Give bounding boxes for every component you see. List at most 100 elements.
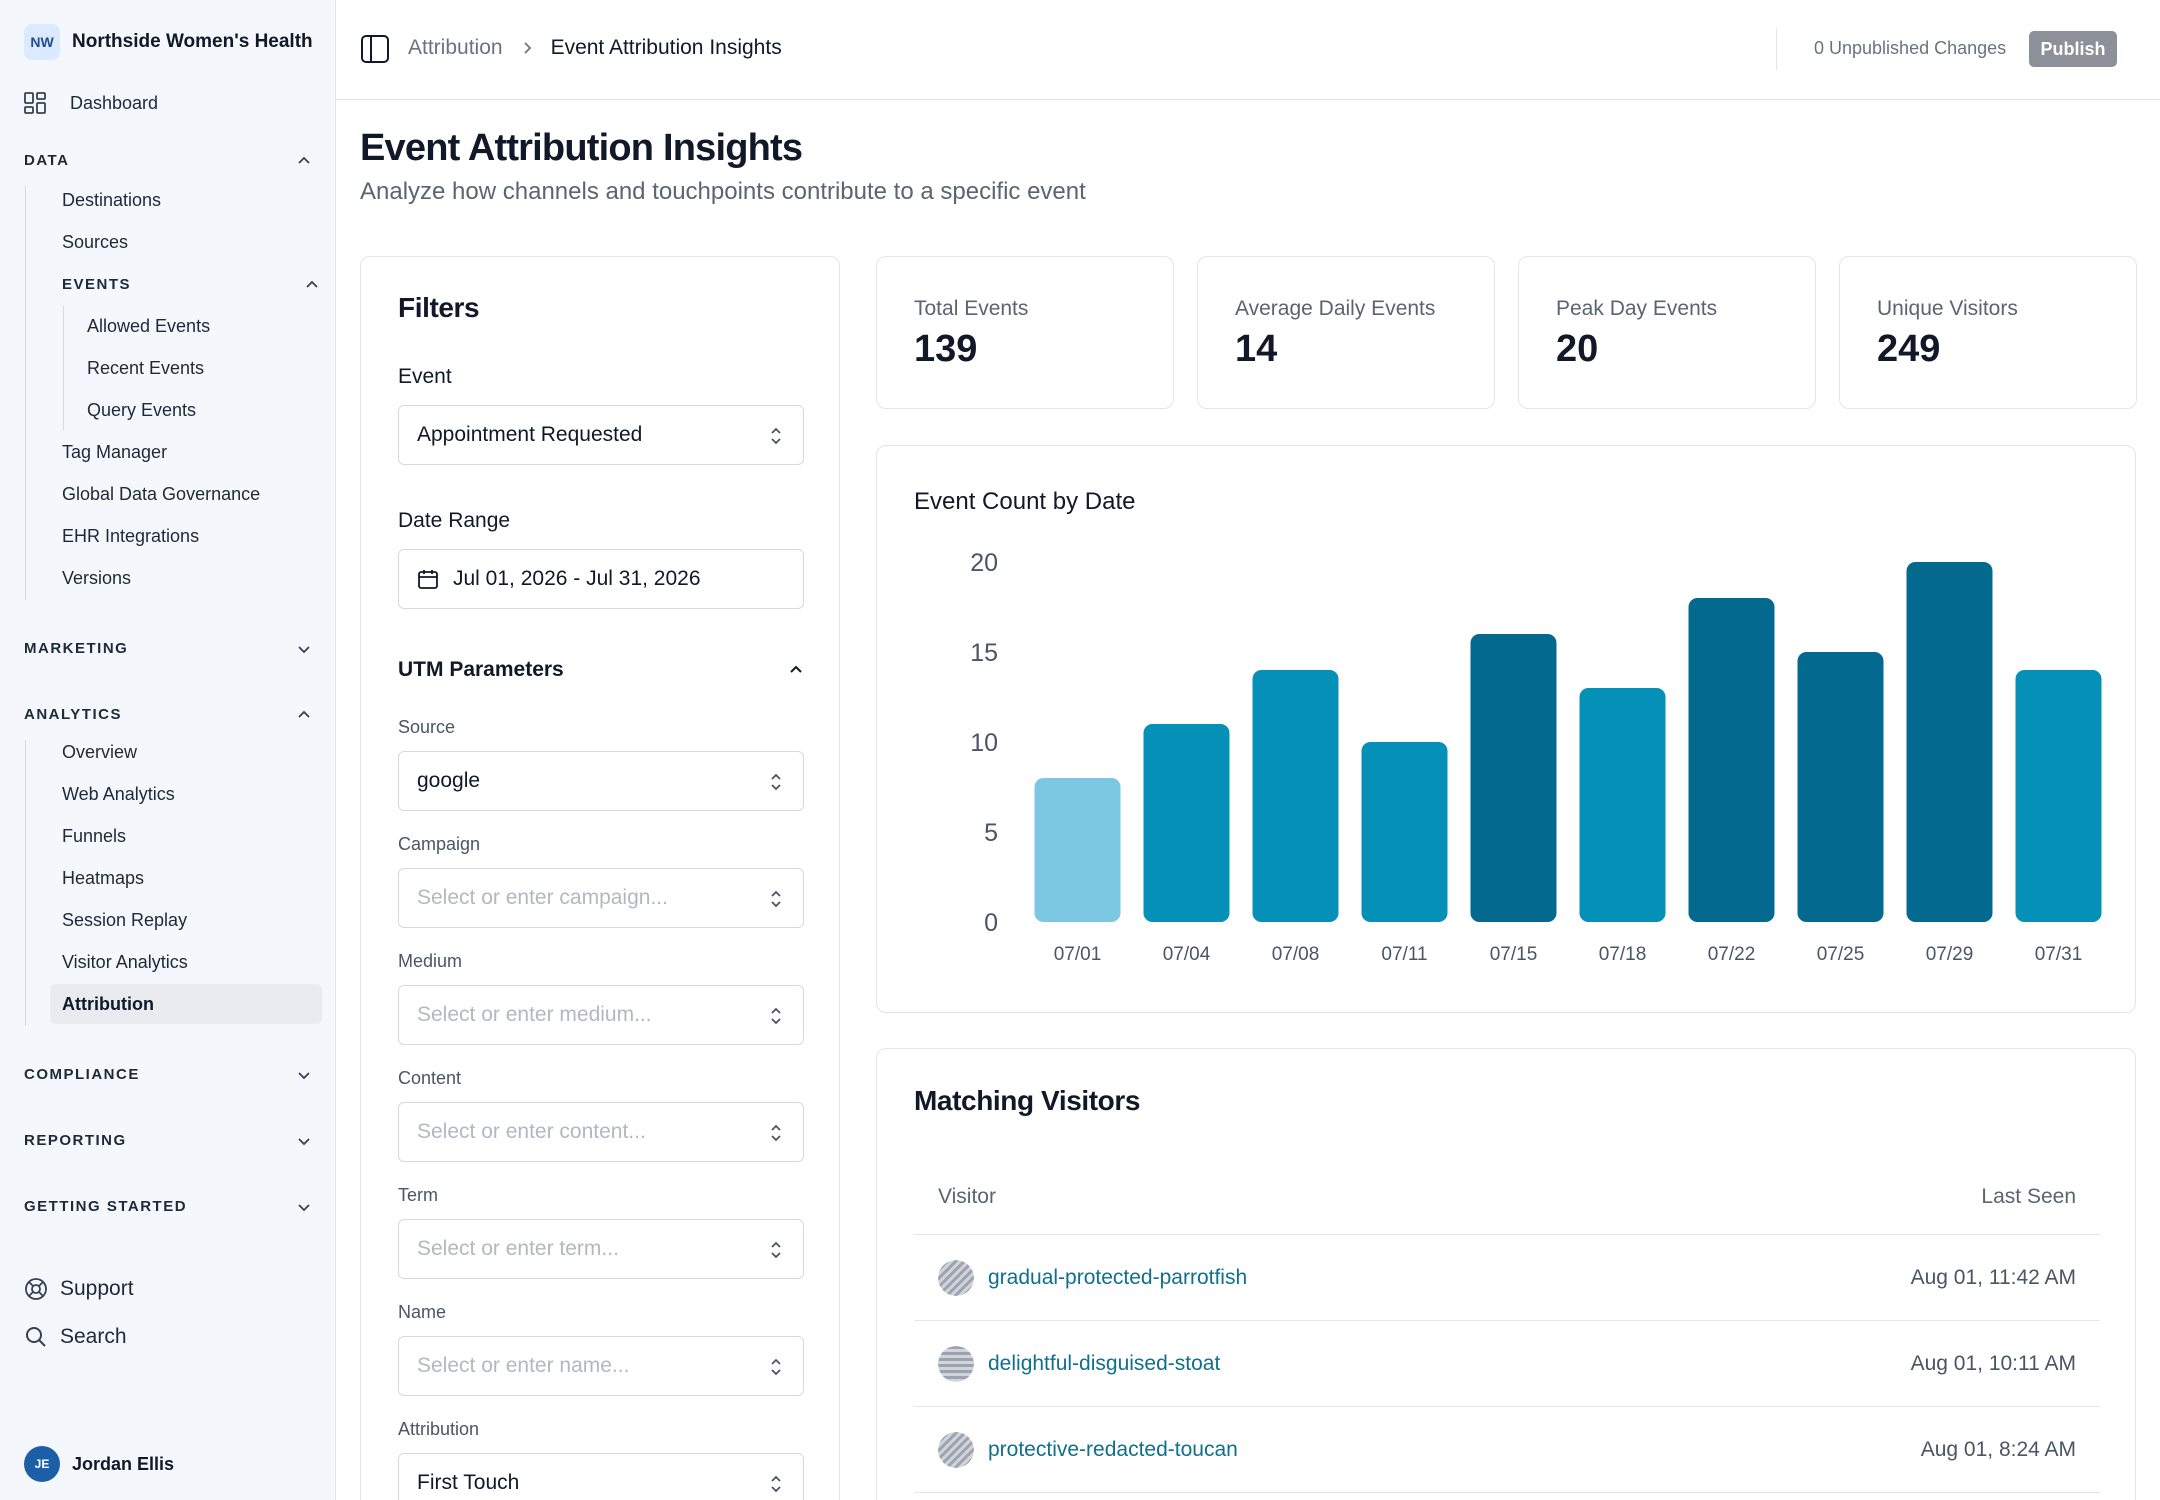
- chevron-updown-icon: [771, 773, 781, 791]
- chevron-up-icon: [298, 156, 310, 164]
- y-tick-label: 5: [984, 819, 998, 847]
- sidebar-toggle-icon[interactable]: [360, 34, 390, 64]
- bar-07-18[interactable]: [1579, 688, 1666, 922]
- event-select[interactable]: Appointment Requested: [398, 405, 804, 465]
- date-range-picker[interactable]: Jul 01, 2026 - Jul 31, 2026: [398, 549, 804, 609]
- y-tick-label: 15: [970, 639, 998, 667]
- medium-select[interactable]: Select or enter medium...: [398, 985, 804, 1045]
- col-visitor[interactable]: Visitor: [938, 1184, 996, 1208]
- user-name: Jordan Ellis: [72, 1453, 175, 1474]
- medium-label: Medium: [398, 951, 463, 971]
- bar-07-25[interactable]: [1797, 652, 1884, 922]
- bar-07-29[interactable]: [1906, 562, 1993, 922]
- attribution-select[interactable]: First Touch: [398, 1453, 804, 1500]
- section-events[interactable]: EVENTS: [62, 276, 320, 293]
- chevron-updown-icon: [771, 1124, 781, 1142]
- stat-card-peak-day-events: Peak Day Events 20: [1518, 256, 1816, 409]
- attribution-label: Attribution: [398, 1419, 480, 1439]
- visitors-table: Visitor Last Seen gradual-protected-parr…: [914, 1159, 2100, 1493]
- x-tick-label: 07/11: [1381, 944, 1427, 965]
- campaign-select[interactable]: Select or enter campaign...: [398, 868, 804, 928]
- section-label: ANALYTICS: [24, 706, 122, 723]
- sidebar-item-versions[interactable]: Versions: [62, 568, 132, 588]
- visitor-link[interactable]: gradual-protected-parrotfish: [988, 1265, 1248, 1289]
- publish-button[interactable]: Publish: [2029, 31, 2117, 67]
- table-row[interactable]: protective-redacted-toucan Aug 01, 8:24 …: [914, 1407, 2100, 1493]
- source-select[interactable]: google: [398, 751, 804, 811]
- sidebar: NW Northside Women's Health Dashboard DA…: [0, 0, 336, 1500]
- chevron-updown-icon: [771, 1241, 781, 1259]
- event-value: Appointment Requested: [417, 423, 643, 446]
- sidebar-item-heatmaps[interactable]: Heatmaps: [62, 868, 145, 888]
- sidebar-item-sources[interactable]: Sources: [62, 232, 129, 252]
- sidebar-item-global-data-governance[interactable]: Global Data Governance: [62, 484, 261, 504]
- y-tick-label: 20: [970, 549, 998, 577]
- user-menu[interactable]: JE Jordan Ellis: [24, 1446, 174, 1482]
- sidebar-item-dashboard[interactable]: Dashboard: [24, 92, 158, 114]
- table-row[interactable]: delightful-disguised-stoat Aug 01, 10:11…: [914, 1321, 2100, 1407]
- section-label: REPORTING: [24, 1132, 127, 1149]
- event-count-chart: 0 5 10 15 20 07/01 07/04 07/08 07/11 07/15 07/18 07…: [970, 549, 2102, 965]
- chevron-updown-icon: [771, 890, 781, 908]
- col-last-seen[interactable]: Last Seen: [1981, 1184, 2076, 1208]
- section-marketing[interactable]: MARKETING: [24, 640, 312, 657]
- chevron-updown-icon: [771, 1358, 781, 1376]
- source-value: google: [417, 769, 481, 792]
- x-tick-label: 07/04: [1163, 944, 1211, 965]
- sidebar-item-allowed-events[interactable]: Allowed Events: [87, 316, 211, 336]
- visitor-link[interactable]: protective-redacted-toucan: [988, 1437, 1238, 1461]
- search-link[interactable]: Search: [24, 1325, 127, 1349]
- visitor-link[interactable]: delightful-disguised-stoat: [988, 1351, 1221, 1375]
- table-row[interactable]: gradual-protected-parrotfish Aug 01, 11:…: [914, 1235, 2100, 1321]
- visitor-avatar: [938, 1345, 974, 1382]
- page-title: Event Attribution Insights: [360, 127, 803, 169]
- calendar-icon: [418, 570, 438, 589]
- org-switcher[interactable]: NW Northside Women's Health: [24, 24, 313, 60]
- chevron-right-icon: [523, 42, 531, 54]
- x-tick-label: 07/01: [1054, 944, 1102, 965]
- utm-parameters-toggle[interactable]: UTM Parameters: [398, 658, 804, 682]
- section-data[interactable]: DATA: [24, 152, 312, 169]
- stat-value: 139: [914, 328, 978, 370]
- bar-07-31[interactable]: [2015, 670, 2102, 922]
- chevron-down-icon: [298, 645, 310, 653]
- search-label: Search: [60, 1325, 127, 1348]
- last-seen: Aug 01, 8:24 AM: [1920, 1437, 2076, 1461]
- term-select[interactable]: Select or enter term...: [398, 1219, 804, 1279]
- bar-07-04[interactable]: [1143, 724, 1230, 922]
- medium-placeholder: Select or enter medium...: [417, 1003, 652, 1026]
- content-select[interactable]: Select or enter content...: [398, 1102, 804, 1162]
- content-label: Content: [398, 1068, 462, 1088]
- breadcrumb-attribution[interactable]: Attribution: [408, 36, 503, 59]
- sidebar-item-query-events[interactable]: Query Events: [87, 400, 197, 420]
- section-getting-started[interactable]: GETTING STARTED: [24, 1198, 312, 1215]
- bar-07-01[interactable]: [1034, 778, 1121, 922]
- stat-label: Average Daily Events: [1235, 297, 1436, 320]
- x-tick-label: 07/18: [1599, 944, 1647, 965]
- sidebar-item-visitor-analytics[interactable]: Visitor Analytics: [62, 952, 188, 972]
- section-label: GETTING STARTED: [24, 1198, 188, 1215]
- bar-07-15[interactable]: [1470, 634, 1557, 922]
- sidebar-item-funnels[interactable]: Funnels: [62, 826, 127, 846]
- sidebar-item-ehr-integrations[interactable]: EHR Integrations: [62, 526, 200, 546]
- stat-value: 14: [1235, 328, 1278, 370]
- section-reporting[interactable]: REPORTING: [24, 1132, 312, 1149]
- bar-07-22[interactable]: [1688, 598, 1775, 922]
- bar-07-08[interactable]: [1252, 670, 1339, 922]
- section-compliance[interactable]: COMPLIANCE: [24, 1066, 312, 1083]
- sidebar-item-attribution[interactable]: Attribution: [62, 994, 154, 1014]
- stat-label: Total Events: [914, 297, 1029, 320]
- sidebar-item-destinations[interactable]: Destinations: [62, 190, 162, 210]
- sidebar-item-label: Dashboard: [70, 92, 159, 113]
- name-placeholder: Select or enter name...: [417, 1354, 630, 1377]
- sidebar-item-tag-manager[interactable]: Tag Manager: [62, 442, 168, 462]
- support-link[interactable]: Support: [24, 1277, 134, 1301]
- sidebar-item-recent-events[interactable]: Recent Events: [87, 358, 205, 378]
- sidebar-item-session-replay[interactable]: Session Replay: [62, 910, 188, 930]
- bar-07-11[interactable]: [1361, 742, 1448, 922]
- topbar: Attribution Event Attribution Insights 0…: [336, 0, 2160, 100]
- name-select[interactable]: Select or enter name...: [398, 1336, 804, 1396]
- sidebar-item-overview[interactable]: Overview: [62, 742, 138, 762]
- section-analytics[interactable]: ANALYTICS: [24, 706, 312, 723]
- sidebar-item-web-analytics[interactable]: Web Analytics: [62, 784, 175, 804]
